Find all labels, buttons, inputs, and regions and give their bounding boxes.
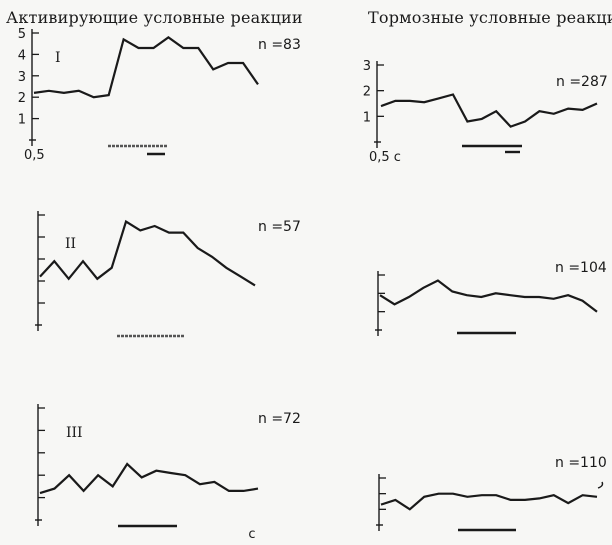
y-tick-label: 2 <box>363 85 371 100</box>
panel-number-label: I <box>55 50 61 66</box>
series-line <box>33 35 259 99</box>
chart-panel-inh-3: n =110 <box>376 455 607 532</box>
chart-panel-act-III: III n =72 <box>35 404 301 528</box>
y-tick-label: 5 <box>18 27 26 42</box>
x-start-label: 0,5 <box>24 148 45 163</box>
heading-inhibitory: Тормозные условные реакции <box>368 8 612 27</box>
time-unit-label: с <box>248 527 255 542</box>
sample-size-label: n =104 <box>555 260 607 276</box>
sample-size-label: n =83 <box>258 37 301 53</box>
chart-panel-act-II: II n =57 <box>35 211 301 338</box>
series-line <box>380 93 598 128</box>
y-tick-label: 1 <box>363 110 371 125</box>
y-tick-label: 4 <box>18 48 26 63</box>
panel-number-label: III <box>66 425 83 441</box>
series-line <box>39 462 259 495</box>
chart-panel-inh-2: n =104 <box>375 260 607 336</box>
sample-size-label: n =72 <box>258 411 301 427</box>
heading-activating: Активирующие условные реакции <box>6 8 303 27</box>
series-line <box>379 279 598 313</box>
y-tick-label: 2 <box>18 91 26 106</box>
y-tick-label: 3 <box>18 70 26 85</box>
chart-panel-act-I: 1 2 3 4 5 0,5 In =83 <box>18 27 301 163</box>
series-line <box>380 492 598 511</box>
x-start-label: 0,5 с <box>369 150 401 165</box>
chart-panel-inh-1: 1 2 3 0,5 с n =287 <box>363 59 608 165</box>
series-line <box>39 219 256 287</box>
sample-size-label: n =287 <box>556 74 608 90</box>
stray-mark <box>597 481 604 489</box>
sample-size-label: n =110 <box>555 455 607 471</box>
y-tick-label: 3 <box>363 59 371 74</box>
y-tick-label: 1 <box>18 113 26 128</box>
panel-number-label: II <box>65 236 76 252</box>
sample-size-label: n =57 <box>258 219 301 235</box>
